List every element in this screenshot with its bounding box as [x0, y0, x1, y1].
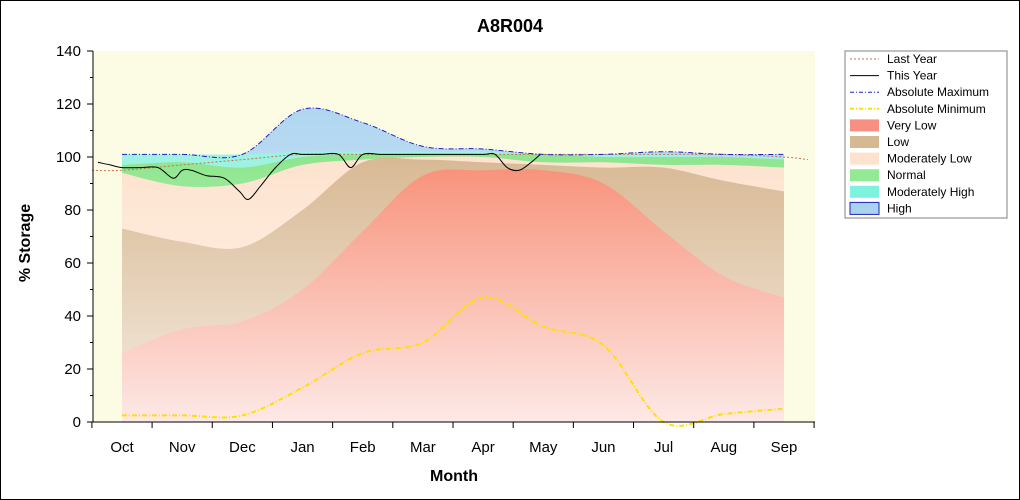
legend-label: Normal [887, 168, 926, 182]
legend-label: High [887, 201, 912, 215]
x-tick-label: Dec [229, 439, 256, 456]
series-this-year [97, 152, 541, 200]
legend-label: Moderately High [887, 185, 974, 199]
x-tick-label: Sep [771, 439, 798, 456]
band-very-low [122, 169, 784, 422]
series-absolute-maximum [122, 107, 785, 159]
legend-swatch [850, 169, 879, 182]
legend-swatch [850, 185, 879, 198]
y-tick-label: 140 [56, 43, 81, 60]
y-tick-label: 0 [73, 414, 81, 431]
y-tick-label: 80 [64, 202, 81, 219]
x-ticks: Oct Nov Dec Jan Feb Mar Apr May Jun Jul Aug Sep [91, 422, 815, 456]
y-tick-label: 40 [64, 308, 81, 325]
x-tick-label: Jul [654, 439, 673, 456]
legend-label: Absolute Maximum [887, 85, 989, 99]
legend-label: Moderately Low [887, 152, 972, 166]
x-tick-label: Nov [169, 439, 196, 456]
legend-swatch [849, 201, 880, 215]
x-tick-label: Jan [290, 439, 314, 456]
x-tick-label: Mar [410, 439, 436, 456]
y-tick-label: 100 [56, 149, 81, 166]
x-tick-label: Jun [591, 439, 615, 456]
y-tick-label: 120 [56, 96, 81, 113]
x-tick-label: Feb [350, 439, 376, 456]
legend-swatch [850, 152, 879, 165]
y-ticks: 0 20 40 60 80 100 120 140 [56, 43, 93, 431]
legend: Last Year This Year Absolute Maximum Absolu… [844, 50, 1008, 219]
x-axis-title: Month [430, 468, 478, 485]
legend-label: Absolute Minimum [887, 102, 986, 116]
legend-swatch [850, 136, 879, 148]
legend-label: Low [887, 135, 909, 149]
x-tick-label: Oct [110, 439, 134, 456]
y-tick-label: 20 [64, 361, 81, 378]
storage-bands [122, 108, 784, 423]
legend-label: Very Low [887, 118, 937, 132]
y-axis-title: % Storage [17, 204, 34, 282]
legend-label: Last Year [887, 52, 937, 66]
y-tick-label: 60 [64, 255, 81, 272]
x-tick-label: Apr [471, 439, 494, 456]
legend-swatch [850, 119, 879, 132]
x-tick-label: Aug [710, 439, 737, 456]
legend-label: This Year [887, 69, 937, 83]
axes: 0 20 40 60 80 100 120 140 Oct Nov Dec Jan Feb Mar Apr… [56, 43, 815, 456]
x-tick-label: May [529, 439, 558, 456]
plot-area [91, 51, 815, 427]
chart-title: A8R004 [477, 16, 543, 36]
